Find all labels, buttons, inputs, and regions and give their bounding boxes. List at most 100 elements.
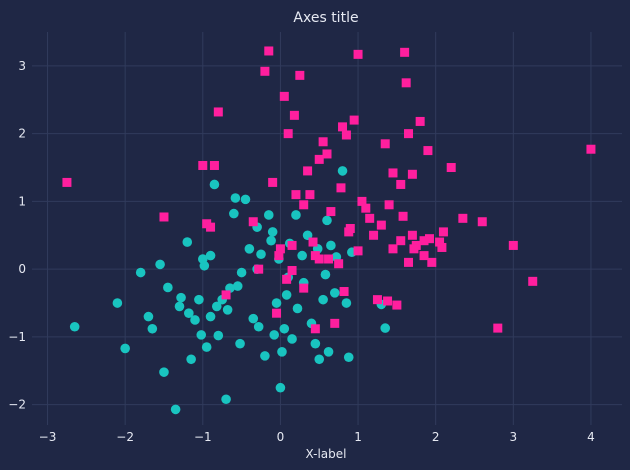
scatter-point-circle — [323, 347, 334, 357]
scatter-point-square — [528, 276, 538, 286]
scatter-point-square — [493, 323, 503, 333]
scatter-point-square — [282, 274, 292, 284]
scatter-point-square — [254, 264, 264, 274]
scatter-point-square — [260, 66, 270, 76]
y-tick-label: 1 — [18, 194, 26, 208]
scatter-point-square — [345, 224, 355, 233]
scatter-point-square — [407, 230, 417, 240]
scatter-point-square — [388, 244, 398, 254]
scatter-point-square — [357, 196, 367, 206]
scatter-point-circle — [221, 394, 231, 405]
scatter-point-square — [338, 122, 348, 132]
scatter-point-square — [400, 47, 410, 57]
scatter-point-square — [213, 107, 223, 117]
scatter-point-circle — [159, 367, 169, 377]
scatter-point-circle — [182, 237, 193, 247]
scatter-point-circle — [341, 298, 352, 308]
y-tick-label: 3 — [18, 59, 26, 73]
scatter-point-square — [310, 324, 320, 334]
scatter-point-square — [291, 190, 301, 200]
scatter-point-circle — [213, 330, 224, 341]
scatter-point-square — [264, 46, 274, 56]
x-tick-label: −3 — [39, 430, 57, 444]
scatter-point-circle — [229, 208, 239, 219]
scatter-point-circle — [253, 321, 264, 332]
scatter-point-circle — [337, 166, 348, 176]
y-tick-label: −2 — [8, 398, 26, 412]
y-tick-label: 0 — [18, 262, 26, 276]
scatter-point-square — [159, 212, 169, 222]
scatter-point-circle — [297, 250, 307, 261]
scatter-point-square — [384, 200, 394, 210]
x-axis-label: X-label — [306, 447, 347, 461]
scatter-point-square — [305, 190, 315, 200]
scatter-point-square — [427, 257, 437, 267]
scatter-point-circle — [170, 404, 181, 415]
scatter-point-circle — [240, 194, 251, 205]
scatter-point-square — [341, 130, 351, 140]
scatter-point-circle — [271, 298, 282, 308]
x-tick-label: 1 — [354, 430, 362, 444]
scatter-point-circle — [194, 294, 204, 305]
scatter-point-circle — [275, 382, 286, 393]
scatter-point-square — [396, 179, 406, 189]
scatter-point-square — [279, 91, 289, 101]
scatter-point-circle — [186, 354, 196, 365]
scatter-point-square — [361, 203, 371, 213]
scatter-point-square — [586, 144, 596, 154]
x-tick-label: 3 — [509, 430, 517, 444]
scatter-point-square — [324, 254, 334, 264]
scatter-point-square — [415, 116, 425, 126]
scatter-point-square — [407, 169, 417, 179]
scatter-point-square — [365, 213, 375, 223]
scatter-point-square — [419, 236, 429, 246]
scatter-point-square — [295, 70, 305, 80]
scatter-point-square — [287, 266, 297, 276]
scatter-point-circle — [209, 179, 220, 190]
scatter-point-circle — [201, 342, 212, 352]
scatter-point-square — [383, 296, 393, 306]
scatter-point-square — [198, 160, 208, 170]
scatter-point-square — [398, 211, 408, 221]
scatter-point-circle — [263, 210, 274, 220]
scatter-point-square — [299, 200, 309, 210]
scatter-point-square — [376, 220, 386, 230]
scatter-point-circle — [277, 347, 287, 357]
scatter-point-circle — [281, 290, 292, 300]
scatter-point-circle — [292, 303, 303, 314]
scatter-point-circle — [320, 269, 331, 280]
scatter-point-circle — [248, 313, 259, 324]
scatter-point-square — [396, 236, 406, 246]
scatter-point-square — [446, 163, 456, 173]
scatter-point-square — [62, 177, 72, 187]
scatter-point-circle — [318, 294, 328, 305]
scatter-point-circle — [279, 323, 290, 334]
scatter-point-circle — [310, 338, 321, 349]
scatter-point-square — [206, 222, 216, 232]
scatter-point-circle — [260, 351, 270, 361]
scatter-point-circle — [147, 323, 158, 334]
scatter-point-circle — [184, 308, 194, 318]
scatter-point-square — [353, 246, 363, 256]
scatter-point-circle — [380, 323, 391, 333]
scatter-point-circle — [205, 250, 216, 261]
chart-title: Axes title — [293, 10, 358, 26]
scatter-point-circle — [235, 338, 245, 349]
scatter-point-circle — [196, 330, 207, 340]
scatter-point-square — [248, 217, 258, 227]
scatter-point-circle — [326, 240, 336, 251]
scatter-point-square — [388, 168, 398, 178]
scatter-point-circle — [163, 282, 173, 293]
x-tick-label: −1 — [194, 430, 212, 444]
y-tick-label: 2 — [18, 127, 26, 141]
scatter-point-circle — [230, 193, 241, 203]
scatter-point-square — [299, 283, 309, 293]
scatter-point-circle — [244, 244, 255, 254]
scatter-point-square — [369, 230, 379, 240]
scatter-point-square — [372, 295, 382, 305]
scatter-point-square — [392, 300, 402, 310]
x-tick-label: 4 — [587, 430, 595, 444]
scatter-point-square — [353, 49, 363, 59]
x-tick-label: 0 — [277, 430, 285, 444]
